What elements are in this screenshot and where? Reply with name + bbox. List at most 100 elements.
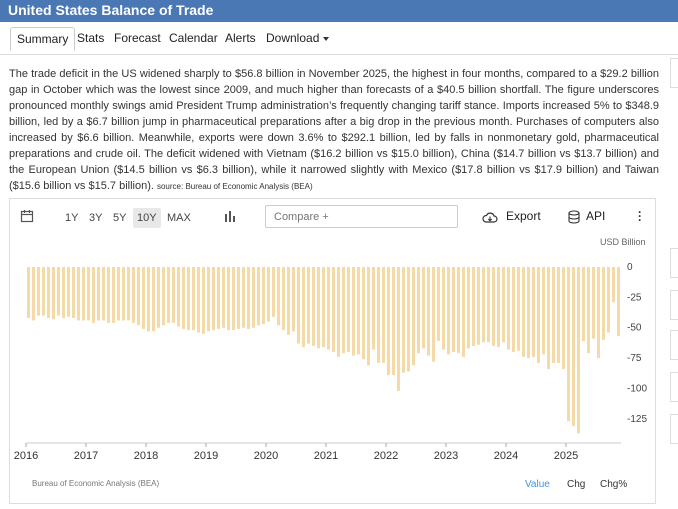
- chart-bar: [587, 267, 590, 354]
- tab-bar: Summary Stats Forecast Calendar Alerts D…: [0, 22, 678, 55]
- chart-bar: [172, 267, 175, 323]
- chart-bar: [142, 267, 145, 329]
- x-tick-label: 2024: [494, 450, 518, 462]
- chart-bar: [147, 267, 150, 332]
- chart-bar: [107, 267, 110, 323]
- x-tick-label: 2023: [434, 450, 458, 462]
- summary-paragraph: The trade deficit in the US widened shar…: [9, 68, 659, 192]
- chart-bar: [577, 267, 580, 434]
- chart-bar: [567, 267, 570, 422]
- chart-bar: [297, 267, 300, 344]
- chart-bar: [342, 267, 345, 354]
- api-button[interactable]: API: [586, 209, 606, 223]
- range-max[interactable]: MAX: [167, 212, 191, 224]
- chart-bar: [42, 267, 45, 316]
- chart-bar: [212, 267, 215, 331]
- chart-bar: [322, 267, 325, 348]
- chart-bar: [607, 267, 610, 333]
- range-1y[interactable]: 1Y: [65, 212, 79, 224]
- chart-bar: [357, 267, 360, 355]
- chart-bar: [137, 267, 140, 326]
- chart-bar: [177, 267, 180, 327]
- view-chg-pct[interactable]: Chg%: [600, 479, 628, 490]
- chart-bar: [462, 267, 465, 357]
- chart-bar: [507, 267, 510, 350]
- chart-bar: [387, 267, 390, 376]
- chart-bar: [247, 267, 250, 329]
- calendar-icon[interactable]: [20, 209, 34, 223]
- chart-bar: [332, 267, 335, 352]
- tab-forecast[interactable]: Forecast: [114, 31, 161, 45]
- view-value[interactable]: Value: [525, 479, 550, 490]
- chart-bar: [242, 267, 245, 328]
- side-panel-edge: [670, 372, 678, 402]
- chart-bar: [122, 267, 125, 321]
- chart-bar: [612, 267, 615, 303]
- chart-bar: [197, 267, 200, 333]
- chart-bar: [572, 267, 575, 427]
- chart-bar: [352, 267, 355, 356]
- side-panel-edge: [670, 290, 678, 320]
- trade-balance-chart: 0 -25 -50 -75 -100 -125 2016 2017 2018 2019 2020 20…: [14, 262, 648, 462]
- summary-text: The trade deficit in the US widened shar…: [9, 66, 659, 195]
- chart-bar: [257, 267, 260, 326]
- side-panel-edge: [670, 248, 678, 278]
- chart-bar: [127, 267, 130, 321]
- chart-bar: [162, 267, 165, 326]
- chart-bar: [32, 267, 35, 321]
- chart-bar: [597, 267, 600, 359]
- more-vertical-icon[interactable]: · · ·: [638, 205, 642, 227]
- tab-alerts[interactable]: Alerts: [225, 31, 256, 45]
- chart-bar: [527, 267, 530, 359]
- x-tick-label: 2019: [194, 450, 218, 462]
- chart-source: Bureau of Economic Analysis (BEA): [32, 479, 160, 488]
- chart-bar: [482, 267, 485, 343]
- chart-bar: [452, 267, 455, 352]
- chart-bar: [547, 267, 550, 369]
- chart-bar: [287, 267, 290, 335]
- side-panel-edge: [670, 58, 678, 88]
- chart-bar: [217, 267, 220, 329]
- chart-bar: [227, 267, 230, 331]
- chart-bar: [312, 267, 315, 346]
- chart-bar: [62, 267, 65, 318]
- chart-bar: [132, 267, 135, 323]
- chart-bar: [367, 267, 370, 366]
- chart-bar: [497, 267, 500, 348]
- chart-bar: [112, 267, 115, 323]
- chart-bar: [52, 267, 55, 320]
- chart-toolbar: 1Y 3Y 5Y 10Y MAX Export API ···: [10, 199, 655, 233]
- range-10y[interactable]: 10Y: [133, 208, 161, 228]
- chart-bar: [292, 267, 295, 332]
- chart-bar: [192, 267, 195, 331]
- chart-bar: [392, 267, 395, 376]
- chart-bar: [307, 267, 310, 344]
- chart-bar: [327, 267, 330, 350]
- range-5y[interactable]: 5Y: [113, 212, 127, 224]
- x-tick-label: 2020: [254, 450, 278, 462]
- chart-bar: [87, 267, 90, 321]
- export-button[interactable]: Export: [506, 209, 541, 223]
- y-tick-label: -50: [627, 323, 642, 334]
- tab-stats[interactable]: Stats: [77, 31, 105, 45]
- chart-bar: [532, 267, 535, 357]
- chart-bar: [202, 267, 205, 334]
- chart-bar: [117, 267, 120, 321]
- cloud-download-icon: [482, 212, 498, 223]
- chart-bar: [372, 267, 375, 350]
- chart-container: 1Y 3Y 5Y 10Y MAX Export API ··· USD Bill…: [9, 198, 656, 504]
- range-3y[interactable]: 3Y: [89, 212, 103, 224]
- chart-bar: [47, 267, 50, 318]
- compare-input[interactable]: [265, 205, 458, 228]
- chart-bar: [472, 267, 475, 346]
- chart-bar: [302, 267, 305, 348]
- view-chg[interactable]: Chg: [567, 479, 586, 490]
- chart-bar: [317, 267, 320, 349]
- chart-bar: [72, 267, 75, 318]
- tab-download[interactable]: Download: [260, 27, 335, 51]
- chart-bar: [37, 267, 40, 316]
- tab-summary[interactable]: Summary: [10, 27, 76, 51]
- tab-calendar[interactable]: Calendar: [169, 31, 218, 45]
- chart-type-icon[interactable]: [223, 209, 237, 223]
- title-bar: United States Balance of Trade: [0, 0, 678, 22]
